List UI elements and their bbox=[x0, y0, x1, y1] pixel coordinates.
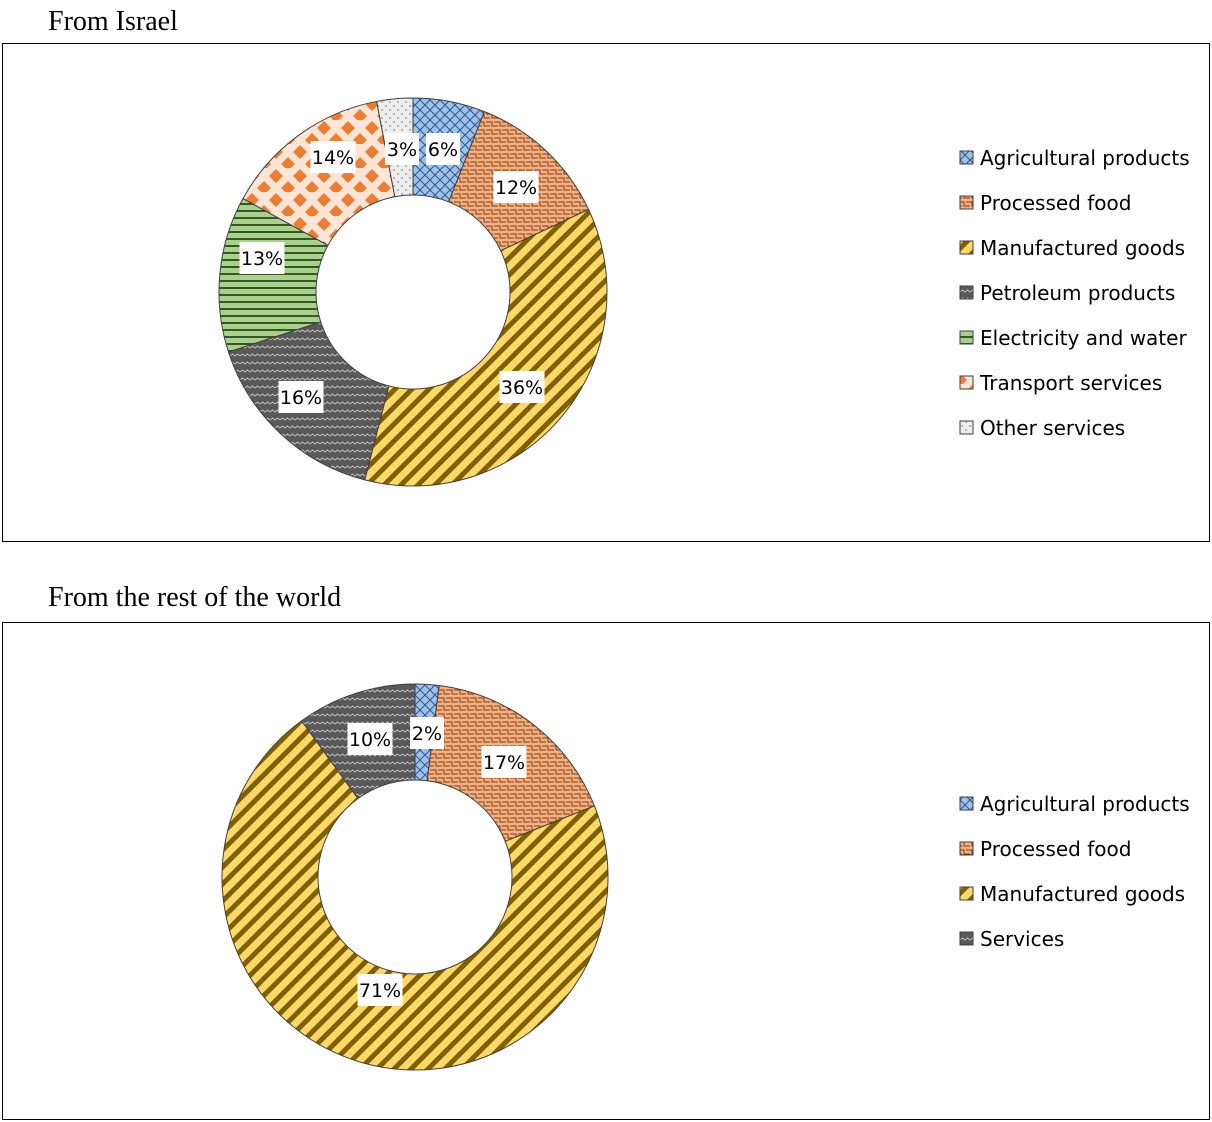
legend-swatch bbox=[959, 150, 974, 165]
legend-item: Transport services bbox=[959, 371, 1162, 395]
svg-text:36%: 36% bbox=[501, 377, 543, 399]
data-label: 14% bbox=[310, 141, 356, 173]
svg-text:16%: 16% bbox=[280, 387, 322, 409]
legend-label: Agricultural products bbox=[980, 146, 1190, 170]
slice-manufactured-goods bbox=[221, 720, 609, 1071]
svg-text:12%: 12% bbox=[495, 177, 537, 199]
slice-manufactured-goods bbox=[364, 208, 608, 487]
legend-swatch bbox=[959, 841, 974, 856]
legend-swatch bbox=[959, 240, 974, 255]
data-label: 2% bbox=[410, 717, 444, 749]
svg-text:14%: 14% bbox=[312, 147, 354, 169]
svg-text:71%: 71% bbox=[359, 980, 401, 1002]
data-label: 17% bbox=[481, 746, 527, 778]
legend-label: Electricity and water bbox=[980, 326, 1187, 350]
data-label: 71% bbox=[357, 974, 403, 1006]
legend-item: Electricity and water bbox=[959, 326, 1187, 350]
legend-label: Services bbox=[980, 927, 1064, 951]
legend-label: Transport services bbox=[979, 371, 1162, 395]
svg-text:13%: 13% bbox=[241, 248, 283, 270]
data-label: 6% bbox=[426, 133, 460, 165]
chart-title-world: From the rest of the world bbox=[48, 582, 342, 613]
data-label: 10% bbox=[347, 723, 393, 755]
legend-item: Petroleum products bbox=[959, 281, 1175, 305]
legend-label: Agricultural products bbox=[980, 792, 1190, 816]
svg-text:17%: 17% bbox=[483, 752, 525, 774]
svg-text:3%: 3% bbox=[387, 139, 417, 161]
data-label: 12% bbox=[493, 171, 539, 203]
data-label: 36% bbox=[499, 371, 545, 403]
legend-swatch bbox=[959, 330, 974, 345]
chart-title-israel: From Israel bbox=[48, 6, 178, 37]
legend-item: Processed food bbox=[959, 837, 1131, 861]
legend-swatch bbox=[959, 195, 974, 210]
legend-swatch bbox=[959, 886, 974, 901]
legend-swatch bbox=[959, 796, 974, 811]
legend-item: Manufactured goods bbox=[959, 882, 1185, 906]
legend-item: Services bbox=[959, 927, 1064, 951]
data-label: 3% bbox=[385, 133, 419, 165]
svg-text:10%: 10% bbox=[349, 729, 391, 751]
legend-label: Processed food bbox=[980, 191, 1131, 215]
data-label: 13% bbox=[239, 242, 285, 274]
legend-item: Agricultural products bbox=[959, 792, 1190, 816]
legend-swatch bbox=[959, 285, 974, 300]
legend-item: Manufactured goods bbox=[959, 236, 1185, 260]
legend-label: Manufactured goods bbox=[980, 236, 1185, 260]
legend-label: Other services bbox=[980, 416, 1125, 440]
legend-label: Petroleum products bbox=[980, 281, 1175, 305]
svg-text:2%: 2% bbox=[412, 723, 442, 745]
legend-label: Manufactured goods bbox=[980, 882, 1185, 906]
legend-label: Processed food bbox=[980, 837, 1131, 861]
data-label: 16% bbox=[278, 381, 324, 413]
legend-item: Other services bbox=[959, 416, 1125, 440]
legend-swatch bbox=[959, 375, 974, 390]
legend-item: Agricultural products bbox=[959, 146, 1190, 170]
legend-swatch bbox=[959, 420, 974, 435]
svg-text:6%: 6% bbox=[428, 139, 458, 161]
legend-swatch bbox=[959, 931, 974, 946]
legend-item: Processed food bbox=[959, 191, 1131, 215]
